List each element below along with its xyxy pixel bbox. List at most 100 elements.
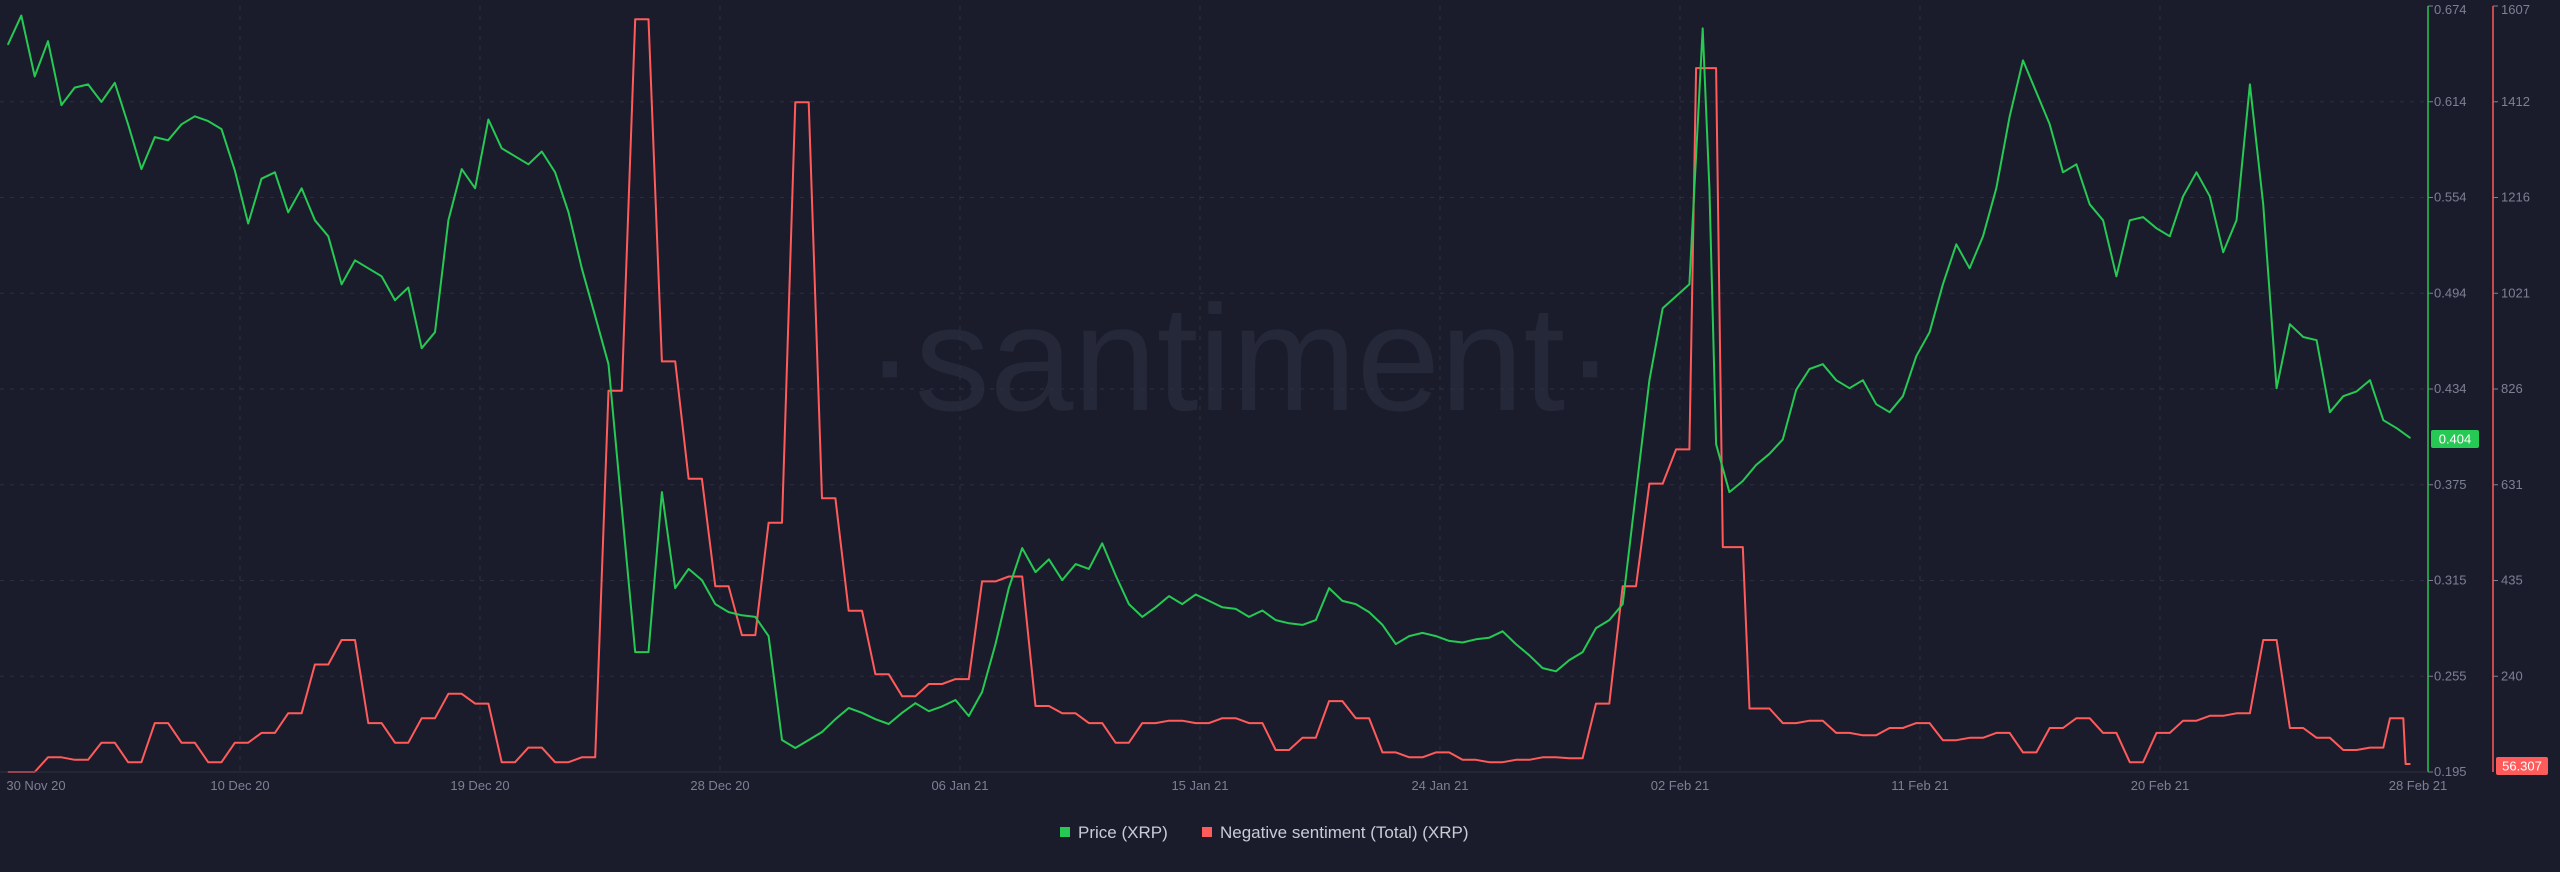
sentiment-point	[1074, 712, 1077, 715]
sentiment-tick-label: 1216	[2501, 190, 2530, 205]
price-point	[1181, 603, 1184, 605]
sentiment-point	[2355, 749, 2358, 751]
sentiment-point	[1902, 727, 1904, 729]
last-price-label: 0.404	[2439, 432, 2472, 447]
price-point	[714, 603, 717, 605]
price-point	[727, 611, 730, 613]
sentiment-point	[1421, 756, 1424, 759]
sentiment-point	[874, 673, 877, 675]
price-point	[928, 710, 930, 712]
sentiment-point	[2289, 727, 2291, 729]
sentiment-point	[327, 663, 330, 666]
sentiment-point	[87, 759, 89, 761]
price-point	[434, 331, 436, 334]
sentiment-point	[1715, 67, 1717, 69]
sentiment-point	[2329, 737, 2331, 739]
price-point	[1515, 643, 1517, 645]
sentiment-point	[2369, 746, 2371, 749]
sentiment-point	[2075, 717, 2078, 719]
sentiment-point	[2102, 732, 2104, 734]
price-point	[2209, 195, 2211, 198]
price-axis-ticks: 0.674 0.614 0.554 0.494 0.434 0.375 0.315 0.255…	[2428, 2, 2467, 779]
price-point	[487, 118, 490, 121]
price-point	[1742, 480, 1744, 482]
price-point	[407, 286, 410, 289]
sentiment-point	[314, 663, 316, 666]
sentiment-point	[1488, 761, 1490, 763]
sentiment-point	[1368, 717, 1370, 719]
price-point	[2235, 219, 2238, 222]
price-series	[7, 14, 2411, 749]
price-point	[2342, 395, 2345, 398]
price-point	[33, 75, 36, 78]
price-point	[2155, 227, 2158, 230]
sentiment-point	[1141, 722, 1144, 724]
price-point	[1368, 611, 1370, 613]
sentiment-point	[2142, 761, 2144, 763]
legend-item-price[interactable]: Price (XRP)	[1060, 823, 1168, 842]
x-tick-label: 02 Feb 21	[1651, 778, 1710, 793]
sentiment-point	[127, 761, 129, 763]
sentiment-point	[194, 741, 196, 744]
price-point	[60, 104, 63, 106]
grid-lines	[0, 6, 2428, 772]
price-point	[2355, 390, 2358, 393]
sentiment-point	[1822, 719, 1824, 722]
sentiment-point	[114, 741, 116, 744]
sentiment-point	[541, 746, 543, 749]
sentiment-point	[2155, 732, 2158, 734]
price-point	[1661, 307, 1664, 310]
sentiment-tick-label: 240	[2501, 668, 2523, 683]
price-point	[2369, 379, 2371, 382]
price-point	[954, 699, 957, 701]
sentiment-point	[1315, 737, 1317, 739]
price-point	[194, 115, 196, 118]
price-point	[1421, 632, 1424, 634]
sentiment-point	[981, 580, 983, 583]
price-point	[1488, 636, 1490, 639]
sentiment-point	[714, 585, 717, 587]
price-point	[2142, 216, 2144, 218]
sentiment-point	[100, 741, 103, 744]
sentiment-point	[1635, 585, 1637, 587]
price-point	[687, 568, 690, 570]
legend-item-sentiment[interactable]: Negative sentiment (Total) (XRP)	[1202, 823, 1468, 842]
price-point	[887, 723, 890, 725]
sentiment-point	[1248, 722, 1250, 724]
price-point	[2088, 203, 2091, 206]
sentiment-point	[1661, 482, 1664, 485]
price-point	[500, 147, 503, 150]
price-point	[300, 187, 303, 190]
sentiment-point	[2169, 732, 2171, 734]
sentiment-point	[1808, 719, 1811, 722]
price-point	[1768, 453, 1771, 455]
price-point	[100, 101, 103, 103]
price-point	[2382, 419, 2385, 422]
sentiment-point	[1862, 734, 1864, 737]
price-point	[420, 347, 423, 350]
price-point	[1541, 667, 1544, 669]
price-point	[741, 614, 743, 617]
price-point	[1328, 587, 1330, 589]
sentiment-point	[1568, 757, 1571, 760]
x-tick-label: 19 Dec 20	[450, 778, 509, 793]
price-point	[2035, 91, 2038, 94]
price-point	[1461, 641, 1464, 644]
price-point	[2409, 437, 2411, 439]
x-tick-label: 28 Feb 21	[2389, 778, 2448, 793]
sentiment-point	[634, 18, 636, 21]
sentiment-point	[2402, 717, 2405, 719]
sentiment-point	[2315, 737, 2318, 739]
price-point	[2075, 163, 2078, 166]
price-point	[1835, 379, 1837, 382]
price-point	[1034, 571, 1037, 573]
price-point	[1635, 491, 1637, 493]
sentiment-point	[2088, 717, 2091, 719]
price-point	[354, 259, 356, 262]
price-point	[220, 128, 223, 130]
sentiment-point	[1328, 700, 1330, 702]
price-point	[1568, 659, 1571, 661]
sentiment-point	[1835, 732, 1837, 734]
sentiment-point	[1555, 756, 1557, 759]
